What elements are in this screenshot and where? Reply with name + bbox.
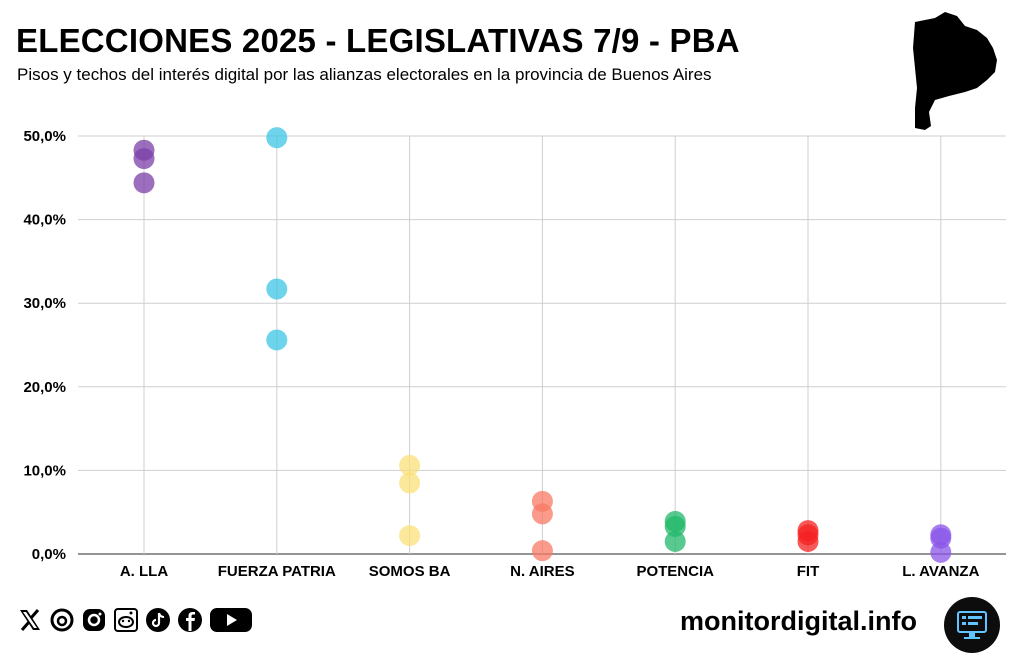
tiktok-icon[interactable] [144, 606, 172, 634]
y-tick-label: 20,0% [23, 379, 66, 396]
x-icon[interactable] [16, 606, 44, 634]
data-point [266, 127, 288, 149]
chart-subtitle: Pisos y techos del interés digital por l… [17, 65, 712, 84]
data-point [930, 541, 952, 563]
data-point [664, 530, 686, 552]
reddit-icon[interactable] [112, 606, 140, 634]
x-tick-label: N. AIRES [510, 563, 574, 580]
data-point [664, 515, 686, 537]
youtube-icon[interactable] [208, 606, 254, 634]
scatter-chart: 0,0% 10,0% 20,0% 30,0% 40,0% 50,0% A. LLA FUER… [23, 127, 1006, 580]
data-point [797, 530, 819, 552]
data-point [133, 148, 155, 170]
y-tick-label: 50,0% [23, 128, 66, 145]
threads-icon[interactable] [48, 606, 76, 634]
monitor-logo-icon [944, 597, 1000, 653]
data-point [399, 454, 421, 476]
data-point [399, 525, 421, 547]
x-tick-label: FIT [797, 563, 820, 580]
x-axis: A. LLA FUERZA PATRIA SOMOS BA N. AIRES POTEN… [120, 563, 980, 580]
x-tick-label: A. LLA [120, 563, 168, 580]
data-point [399, 472, 421, 494]
brand-name: monitordigital.info [680, 606, 917, 636]
data-point [266, 278, 288, 300]
chart-title: ELECCIONES 2025 - LEGISLATIVAS 7/9 - PBA [16, 22, 740, 59]
data-point [531, 540, 553, 562]
y-tick-label: 30,0% [23, 295, 66, 312]
data-point [133, 172, 155, 194]
y-tick-label: 40,0% [23, 212, 66, 229]
y-axis: 0,0% 10,0% 20,0% 30,0% 40,0% 50,0% [23, 128, 66, 563]
facebook-icon[interactable] [176, 606, 204, 634]
y-tick-label: 0,0% [32, 546, 66, 563]
data-points [133, 127, 952, 563]
data-point [266, 329, 288, 351]
x-tick-label: SOMOS BA [369, 563, 451, 580]
x-tick-label: FUERZA PATRIA [218, 563, 336, 580]
x-tick-label: L. AVANZA [902, 563, 979, 580]
instagram-icon[interactable] [80, 606, 108, 634]
social-icons [16, 606, 254, 634]
x-tick-label: POTENCIA [636, 563, 714, 580]
buenos-aires-map-icon [913, 12, 997, 130]
y-tick-label: 10,0% [23, 462, 66, 479]
data-point [531, 503, 553, 525]
